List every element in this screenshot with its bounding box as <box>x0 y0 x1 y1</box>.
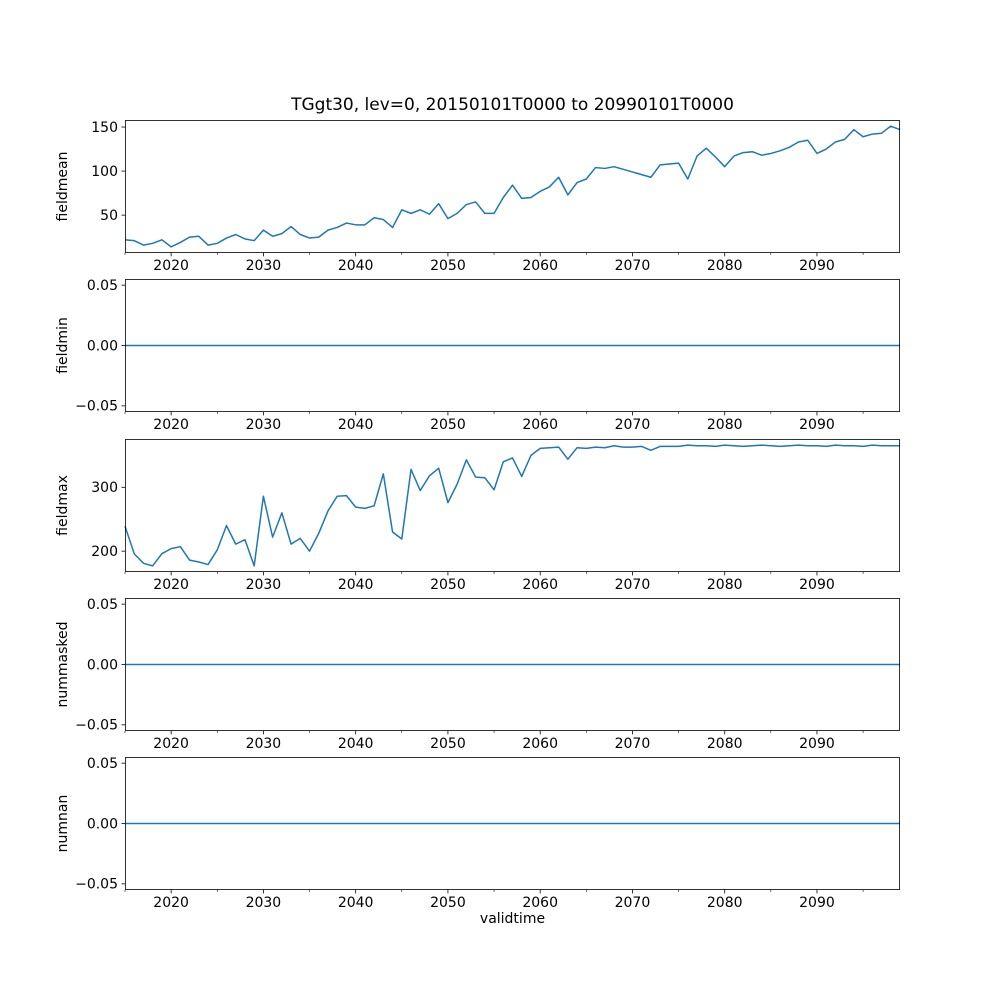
subplot-nummasked: 2020 2030 2040 2050 2060 2070 2080 2090 −0.05 0.0… <box>55 597 901 752</box>
x-tick-label: 2080 <box>707 736 743 752</box>
y-tick-label: 0.05 <box>87 756 118 772</box>
x-tick-label: 2050 <box>430 577 466 593</box>
x-tick-label: 2090 <box>799 895 835 911</box>
y-tick-label: 300 <box>91 480 118 496</box>
y-tick-label: 100 <box>91 164 118 180</box>
x-tick-label: 2040 <box>338 258 374 274</box>
y-tick-label: 200 <box>91 544 118 560</box>
y-tick-label: 0.00 <box>87 338 118 354</box>
x-tick-label: 2060 <box>522 895 558 911</box>
x-tick-label: 2080 <box>707 417 743 433</box>
x-tick-label: 2040 <box>338 577 374 593</box>
subplot-fieldmin: 2020 2030 2040 2050 2060 2070 2080 2090 −0.05 0.0… <box>55 278 901 433</box>
x-tick-label: 2060 <box>522 736 558 752</box>
x-tick-label: 2020 <box>153 736 189 752</box>
x-tick-label: 2070 <box>615 577 651 593</box>
y-axis-label-fieldmin: fieldmin <box>55 317 71 374</box>
subplot-numnan: 2020 2030 2040 2050 2060 2070 2080 2090 −0.05 0.0… <box>55 756 901 911</box>
axes-frame <box>125 120 901 253</box>
x-tick-label: 2070 <box>615 736 651 752</box>
x-tick-label: 2020 <box>153 895 189 911</box>
x-tick-label: 2090 <box>799 736 835 752</box>
x-tick-label: 2050 <box>430 417 466 433</box>
y-tick-label: 0.05 <box>87 278 118 294</box>
x-tick-label: 2090 <box>799 577 835 593</box>
y-tick-label: 50 <box>100 208 118 224</box>
x-tick-label: 2020 <box>153 417 189 433</box>
data-line-fieldmax <box>124 444 900 567</box>
subplot-fieldmax: 2020 2030 2040 2050 2060 2070 2080 2090 200 300 fi… <box>55 439 901 593</box>
x-tick-label: 2020 <box>153 258 189 274</box>
y-axis-label-numnan: numnan <box>55 795 71 853</box>
x-tick-label: 2030 <box>246 736 282 752</box>
y-tick-label: −0.05 <box>75 877 118 893</box>
y-tick-label: 0.05 <box>87 597 118 613</box>
x-tick-label: 2040 <box>338 736 374 752</box>
x-tick-label: 2080 <box>707 258 743 274</box>
y-tick-label: −0.05 <box>75 718 118 734</box>
x-tick-label: 2060 <box>522 577 558 593</box>
x-tick-label: 2090 <box>799 417 835 433</box>
x-tick-label: 2050 <box>430 736 466 752</box>
axes-frame <box>125 757 901 890</box>
data-line-fieldmean <box>124 125 901 248</box>
x-tick-label: 2040 <box>338 417 374 433</box>
y-axis-label-nummasked: nummasked <box>55 621 71 707</box>
y-tick-label: 150 <box>91 120 118 136</box>
x-tick-label: 2030 <box>246 417 282 433</box>
x-tick-label: 2030 <box>246 258 282 274</box>
y-tick-label: 0.00 <box>87 816 118 832</box>
x-tick-label: 2030 <box>246 577 282 593</box>
axes-frame <box>125 279 901 412</box>
axes-frame <box>125 439 901 572</box>
x-tick-label: 2030 <box>246 895 282 911</box>
x-tick-label: 2050 <box>430 895 466 911</box>
x-tick-label: 2090 <box>799 258 835 274</box>
y-axis-label-fieldmean: fieldmean <box>55 152 71 222</box>
y-tick-label: 0.00 <box>87 657 118 673</box>
axes-frame <box>125 598 901 731</box>
figure-title: TGgt30, lev=0, 20150101T0000 to 20990101… <box>291 95 734 115</box>
x-tick-label: 2060 <box>522 417 558 433</box>
y-tick-label: −0.05 <box>75 399 118 415</box>
x-tick-label: 2070 <box>615 258 651 274</box>
subplot-fieldmean: 2020 2030 2040 2050 2060 2070 2080 2090 50 100 150… <box>55 120 901 274</box>
x-tick-label: 2020 <box>153 577 189 593</box>
x-tick-label: 2060 <box>522 258 558 274</box>
x-tick-label: 2050 <box>430 258 466 274</box>
x-tick-label: 2070 <box>615 895 651 911</box>
x-tick-label: 2040 <box>338 895 374 911</box>
x-tick-label: 2070 <box>615 417 651 433</box>
x-tick-label: 2080 <box>707 577 743 593</box>
x-tick-label: 2080 <box>707 895 743 911</box>
y-axis-label-fieldmax: fieldmax <box>55 475 71 536</box>
x-axis-label: validtime <box>479 911 546 927</box>
